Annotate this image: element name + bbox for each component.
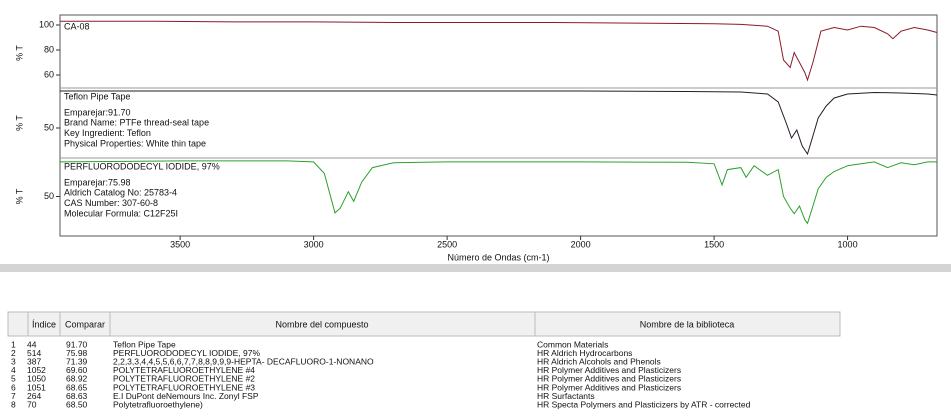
- annotation: CA-08: [64, 21, 90, 31]
- table-cell: 8: [11, 399, 16, 409]
- table-cell: 1050: [27, 374, 46, 384]
- table-cell: HR Polymer Additives and Plasticizers: [537, 365, 681, 375]
- y-axis-label: % T: [14, 45, 24, 61]
- plot-frame: [59, 14, 938, 237]
- x-tick-label: 3000: [304, 239, 324, 249]
- spectrum-line: [60, 20, 938, 82]
- annotation: Emparejar:91.70: [64, 107, 131, 117]
- table-cell: POLYTETRAFLUOROETHYLENE #2: [113, 374, 255, 384]
- annotation: Teflon Pipe Tape: [64, 91, 130, 101]
- annotation: Molecular Formula: C12F25I: [64, 208, 178, 218]
- annotation: Physical Properties: White thin tape: [64, 138, 206, 148]
- table-cell: 91.70: [66, 339, 88, 349]
- table-cell: HR Aldrich Alcohols and Phenols: [537, 356, 661, 366]
- table-header: [7, 311, 841, 337]
- table-cell: 6: [11, 382, 16, 392]
- table-cell: 3: [11, 356, 16, 366]
- table-cell: HR Aldrich Hydrocarbons: [537, 348, 632, 358]
- x-tick-label: 1500: [704, 239, 724, 249]
- table-cell: 5: [11, 374, 16, 384]
- x-tick-label: 3500: [170, 239, 190, 249]
- x-tick-label: 2000: [571, 239, 591, 249]
- column-header: Nombre del compuesto: [275, 319, 368, 329]
- table-cell: 71.39: [66, 356, 88, 366]
- table-cell: POLYTETRAFLUOROETHYLENE #3: [113, 382, 255, 392]
- table-cell: 1: [11, 339, 16, 349]
- splitter: [0, 264, 951, 272]
- spectrum-line: [59, 160, 937, 225]
- table-cell: HR Polymer Additives and Plasticizers: [537, 374, 681, 384]
- y-tick-label: 60: [44, 69, 54, 79]
- table-cell: 44: [27, 339, 37, 349]
- table-cell: 387: [27, 356, 41, 366]
- x-tick-label: 2500: [437, 239, 457, 249]
- x-tick-label: 1000: [838, 239, 858, 249]
- table-cell: HR Polymer Additives and Plasticizers: [537, 382, 681, 392]
- table-cell: 68.63: [66, 391, 88, 401]
- table-cell: 514: [27, 348, 41, 358]
- table-cell: 68.65: [66, 382, 88, 392]
- table-cell: 2,2,3,3,4,4,5,5,6,6,7,7,8,8,9,9,9-HEPTA-…: [113, 356, 374, 366]
- table-cell: 1052: [27, 365, 46, 375]
- table-cell: HR Surfactants: [537, 391, 595, 401]
- table-cell: 69.60: [66, 365, 88, 375]
- y-axis-label: % T: [14, 115, 24, 131]
- table-cell: 68.92: [66, 374, 88, 384]
- table-cell: 70: [27, 399, 37, 409]
- annotation: Aldrich Catalog No: 25783-4: [64, 188, 177, 198]
- annotation: Key Ingredient: Teflon: [64, 128, 151, 138]
- table-cell: 1051: [27, 382, 46, 392]
- table-cell: HR Specta Polymers and Plasticizers by A…: [537, 399, 751, 409]
- table-cell: 4: [11, 365, 16, 375]
- table-cell: E.I DuPont deNemours Inc. Zonyl FSP: [113, 391, 259, 401]
- annotation: Emparejar:75.98: [64, 177, 131, 187]
- spectrum-line: [60, 90, 938, 156]
- y-tick-label: 50: [44, 191, 54, 201]
- column-header: Comparar: [65, 319, 105, 329]
- table-cell: Polytetrafluoroethylene): [113, 399, 203, 409]
- annotation: PERFLUORODODECYL IODIDE, 97%: [64, 161, 220, 171]
- annotation: Brand Name: PTFe thread-seal tape: [64, 118, 209, 128]
- table-cell: Common Materials: [537, 339, 608, 349]
- table-cell: 75.98: [66, 348, 88, 358]
- x-axis-label: Número de Ondas (cm-1): [447, 252, 549, 262]
- table-cell: 68.50: [66, 399, 88, 409]
- table-cell: 264: [27, 391, 41, 401]
- table-cell: 2: [11, 348, 16, 358]
- column-header: Nombre de la biblioteca: [640, 319, 735, 329]
- annotation: CAS Number: 307-60-8: [64, 198, 158, 208]
- y-tick-label: 100: [39, 19, 54, 29]
- table-cell: 7: [11, 391, 16, 401]
- table-cell: Teflon Pipe Tape: [113, 339, 176, 349]
- y-tick-label: 50: [44, 122, 54, 132]
- column-header: Índice: [32, 319, 56, 329]
- y-axis-label: % T: [14, 188, 24, 204]
- table-cell: POLYTETRAFLUOROETHYLENE #4: [113, 365, 255, 375]
- table-cell: PERFLUORODODECYL IODIDE, 97%: [113, 348, 260, 358]
- y-tick-label: 80: [44, 44, 54, 54]
